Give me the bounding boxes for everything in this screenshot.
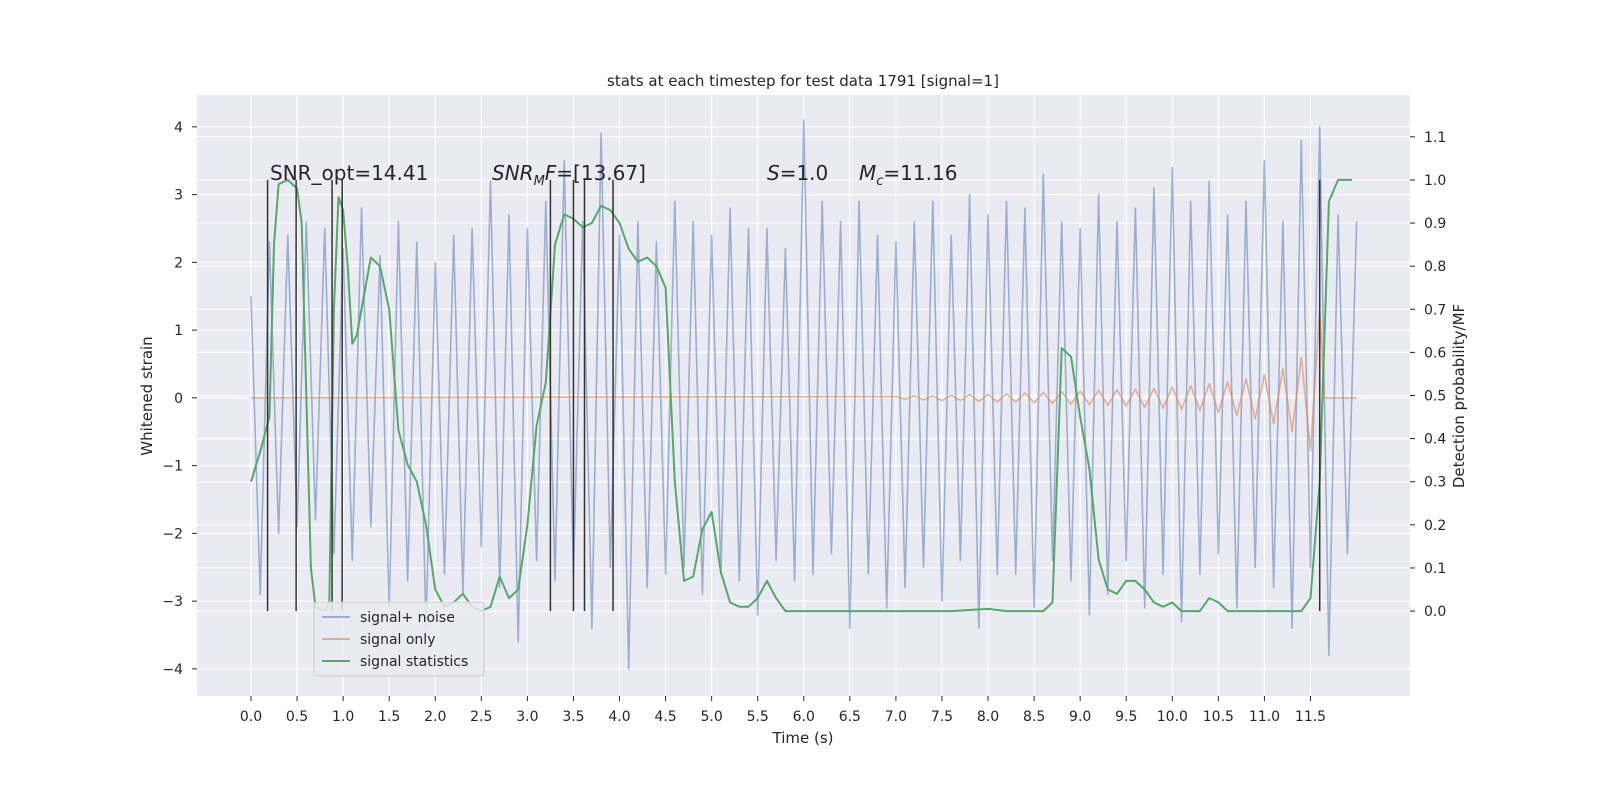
x-tick-label: 0.0 <box>240 709 262 725</box>
annotation-text: =1.0 <box>780 161 829 185</box>
x-tick-label: 1.5 <box>378 709 400 725</box>
y-tick-label: −1 <box>162 459 183 475</box>
annotation: SNR_opt=14.41 <box>270 161 428 185</box>
x-tick-label: 4.5 <box>654 709 676 725</box>
annotation-text: S <box>767 161 780 185</box>
y-tick-label: 1 <box>174 323 183 339</box>
x-tick-label: 7.5 <box>931 709 953 725</box>
y-tick-label: −2 <box>162 526 183 542</box>
chart-title: stats at each timestep for test data 179… <box>607 72 999 90</box>
annotation: SNRMF=[13.67] <box>492 161 646 189</box>
y2-tick-label: 0.1 <box>1424 561 1446 577</box>
annotation-text: =[13.67] <box>556 161 646 185</box>
marks <box>250 119 1358 670</box>
legend-label: signal+ noise <box>360 610 455 626</box>
x-tick-label: 7.0 <box>885 709 907 725</box>
annotation-subscript: c <box>876 174 883 189</box>
x-tick-label: 5.5 <box>747 709 769 725</box>
y2-tick-label: 0.3 <box>1424 475 1446 491</box>
y-tick-label: −4 <box>162 662 183 678</box>
x-tick-label: 9.5 <box>1115 709 1137 725</box>
annotation-text: F <box>545 161 557 185</box>
x-tick-label: 1.0 <box>332 709 354 725</box>
y-axis-label: Whitened strain <box>138 336 156 455</box>
x-tick-label: 11.5 <box>1295 709 1326 725</box>
x-tick-label: 4.0 <box>608 709 630 725</box>
x-tick-label: 3.5 <box>562 709 584 725</box>
y-tick-label: −3 <box>162 594 183 610</box>
y2-tick-label: 0.6 <box>1424 345 1446 361</box>
x-tick-label: 10.5 <box>1203 709 1234 725</box>
x-tick-label: 5.0 <box>701 709 723 725</box>
series-line <box>250 178 1352 613</box>
x-tick-label: 8.0 <box>977 709 999 725</box>
y2-tick-label: 0.4 <box>1424 432 1446 448</box>
y2-tick-label: 1.0 <box>1424 173 1446 189</box>
x-tick-label: 8.5 <box>1023 709 1045 725</box>
y2-tick-label: 0.0 <box>1424 604 1446 620</box>
y-tick-label: 3 <box>174 188 183 204</box>
series-line <box>250 309 1357 452</box>
x-tick-label: 11.0 <box>1249 709 1280 725</box>
x-tick-label: 2.0 <box>424 709 446 725</box>
x-tick-label: 6.0 <box>793 709 815 725</box>
x-tick-label: 3.0 <box>516 709 538 725</box>
y2-tick-label: 1.1 <box>1424 130 1446 146</box>
x-tick-label: 10.0 <box>1157 709 1188 725</box>
y2-tick-label: 0.2 <box>1424 518 1446 534</box>
legend: signal+ noise signal only signal statistic… <box>313 601 485 677</box>
y2-tick-label: 0.8 <box>1424 259 1446 275</box>
annotation-text: SNR_opt=14.41 <box>270 161 428 185</box>
y2-tick-label: 0.7 <box>1424 302 1446 318</box>
x-axis-label: Time (s) <box>772 729 834 747</box>
y-tick-label: 4 <box>174 120 183 136</box>
legend-box <box>313 601 485 677</box>
annotation: S=1.0 <box>767 161 828 185</box>
legend-label: signal statistics <box>360 654 468 670</box>
x-tick-label: 6.5 <box>839 709 861 725</box>
y2-axis-label: Detection probability/MF <box>1450 304 1468 488</box>
annotation-text: M <box>859 161 876 185</box>
legend-label: signal only <box>360 632 435 648</box>
annotation-text: SNR <box>492 161 534 185</box>
ticks: 0.0 0.5 1.0 1.5 2.0 2.5 3.0 3.5 4.0 4.5 5.0 5.5 6.0 6… <box>162 120 1446 725</box>
series-line <box>250 119 1358 670</box>
annotation-subscript: M <box>534 174 545 189</box>
x-tick-label: 2.5 <box>470 709 492 725</box>
y2-tick-label: 0.5 <box>1424 389 1446 405</box>
annotation-text: =11.16 <box>883 161 957 185</box>
annotation: Mc=11.16 <box>859 161 957 189</box>
y2-tick-label: 0.9 <box>1424 216 1446 232</box>
x-tick-label: 0.5 <box>286 709 308 725</box>
x-tick-label: 9.0 <box>1069 709 1091 725</box>
y-tick-label: 2 <box>174 255 183 271</box>
y-tick-label: 0 <box>174 391 183 407</box>
